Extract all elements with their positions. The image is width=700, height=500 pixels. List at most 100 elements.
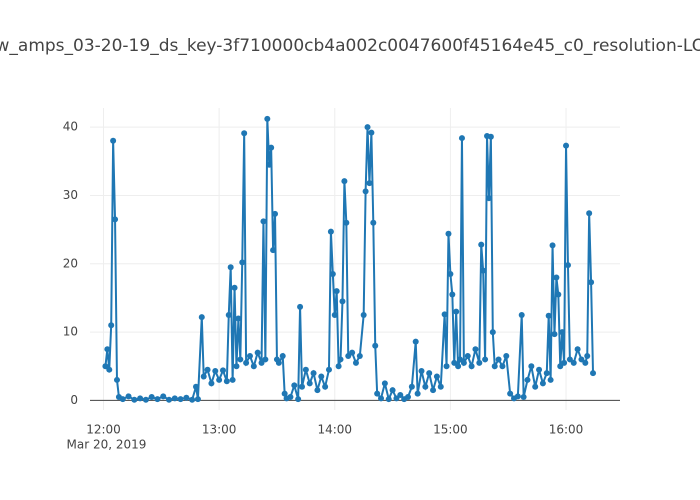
data-point: [302, 366, 309, 373]
data-point: [250, 363, 257, 370]
data-point: [104, 346, 111, 353]
data-point: [339, 298, 346, 305]
data-point: [458, 135, 465, 142]
data-point: [142, 396, 149, 403]
data-point: [578, 356, 585, 363]
data-point: [297, 303, 304, 310]
data-point: [536, 366, 543, 373]
data-point: [412, 338, 419, 345]
data-point: [272, 210, 279, 217]
data-point: [553, 274, 560, 281]
data-point: [449, 291, 456, 298]
data-point: [112, 216, 119, 223]
data-point: [588, 279, 595, 286]
data-point: [480, 267, 487, 274]
data-point: [212, 368, 219, 375]
data-point: [268, 144, 275, 151]
data-point: [549, 242, 556, 249]
y-tick-label: 10: [63, 325, 78, 339]
data-point: [264, 115, 271, 122]
data-point: [374, 390, 381, 397]
data-point: [260, 218, 267, 225]
data-point: [453, 308, 460, 315]
data-point: [171, 395, 178, 402]
data-point: [194, 396, 201, 403]
x-date-label: Mar 20, 2019: [66, 438, 146, 452]
data-point: [472, 346, 479, 353]
chart-title: raw_amps_03-20-19_ds_key-3f710000cb4a002…: [0, 36, 700, 56]
data-point: [343, 219, 350, 226]
data-point: [561, 359, 568, 366]
data-point: [518, 312, 525, 319]
data-point: [318, 373, 325, 380]
data-point: [333, 288, 340, 295]
x-tick-label: 15:00: [433, 423, 468, 437]
x-tick-label: 14:00: [317, 423, 352, 437]
data-point: [364, 124, 371, 131]
data-point: [503, 353, 510, 360]
data-point: [270, 247, 277, 254]
data-point: [108, 322, 115, 329]
data-point: [148, 394, 155, 401]
data-point: [451, 359, 458, 366]
data-point: [559, 329, 566, 336]
data-point: [464, 353, 471, 360]
data-point: [372, 342, 379, 349]
data-point: [204, 366, 211, 373]
data-point: [564, 262, 571, 269]
data-point: [574, 346, 581, 353]
data-point: [352, 359, 359, 366]
data-point: [287, 394, 294, 401]
data-point: [229, 376, 236, 383]
data-point: [137, 395, 144, 402]
data-point: [582, 359, 589, 366]
data-point: [225, 312, 232, 319]
data-point: [113, 376, 120, 383]
x-tick-label: 12:00: [86, 423, 121, 437]
data-point: [566, 356, 573, 363]
data-point: [443, 363, 450, 370]
data-point: [570, 359, 577, 366]
data-point: [370, 219, 377, 226]
data-point: [362, 188, 369, 195]
data-point: [219, 367, 226, 374]
data-point: [368, 129, 375, 136]
data-point: [482, 356, 489, 363]
data-point: [445, 230, 452, 237]
data-point: [198, 314, 205, 321]
data-point: [239, 259, 246, 266]
data-point: [106, 366, 113, 373]
data-point: [160, 393, 167, 400]
data-point: [489, 329, 496, 336]
data-point: [468, 363, 475, 370]
data-point: [279, 353, 286, 360]
data-point: [227, 264, 234, 271]
data-point: [441, 311, 448, 318]
data-point: [586, 210, 593, 217]
data-point: [551, 331, 558, 338]
data-point: [335, 363, 342, 370]
data-point: [327, 228, 334, 235]
data-point: [281, 390, 288, 397]
data-point: [193, 383, 199, 390]
data-point: [208, 380, 215, 387]
data-point: [514, 393, 521, 400]
data-point: [528, 363, 535, 370]
data-point: [487, 133, 494, 140]
data-point: [360, 312, 367, 319]
data-point: [539, 380, 546, 387]
data-point: [389, 387, 396, 394]
data-point: [110, 137, 117, 144]
data-point: [325, 366, 332, 373]
data-point: [102, 363, 109, 370]
data-point: [414, 390, 421, 397]
data-point: [329, 271, 336, 278]
data-point: [584, 353, 591, 360]
data-point: [447, 271, 454, 278]
data-point: [520, 394, 527, 401]
data-point: [422, 383, 429, 390]
data-point: [345, 353, 352, 360]
data-point: [408, 383, 415, 390]
data-point: [337, 356, 344, 363]
data-point: [476, 359, 483, 366]
